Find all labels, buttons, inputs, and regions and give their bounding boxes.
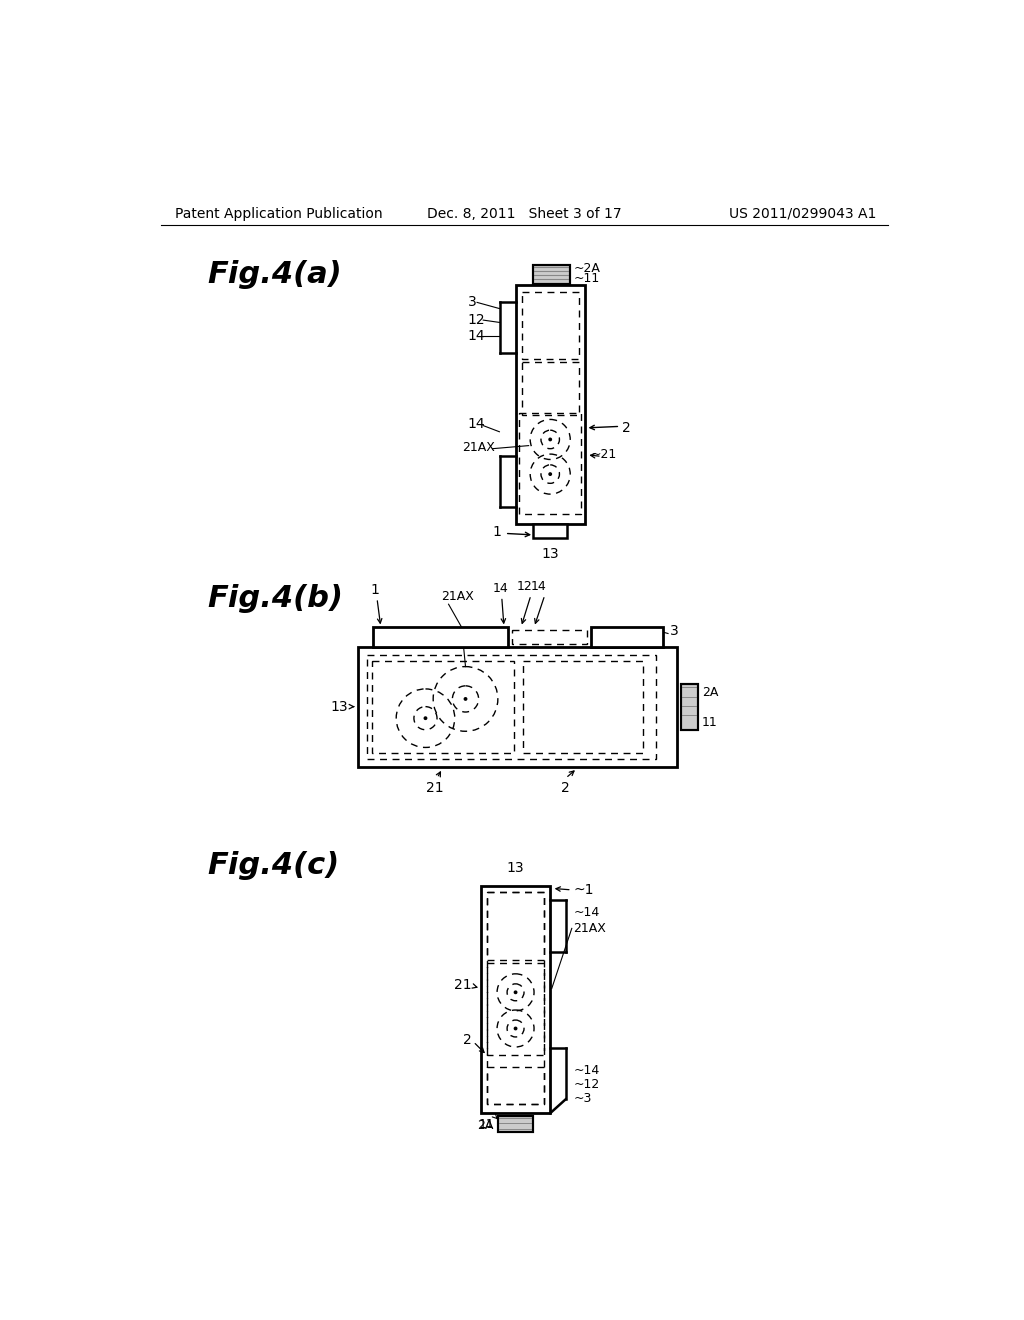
Text: 12: 12 xyxy=(517,579,532,593)
Bar xyxy=(532,524,567,539)
Bar xyxy=(515,285,585,524)
Bar xyxy=(487,1067,544,1104)
Circle shape xyxy=(514,1027,517,1031)
Bar xyxy=(521,363,579,414)
Text: 21AX: 21AX xyxy=(441,590,474,603)
Bar xyxy=(534,264,570,284)
Text: 21AX: 21AX xyxy=(573,921,606,935)
Text: 2: 2 xyxy=(561,780,570,795)
Text: 13: 13 xyxy=(542,548,559,561)
Circle shape xyxy=(514,990,517,994)
Bar xyxy=(591,627,664,647)
Text: 3: 3 xyxy=(468,296,476,309)
Text: 2A: 2A xyxy=(477,1119,494,1133)
Text: 13: 13 xyxy=(331,700,348,714)
Text: Fig.4(c): Fig.4(c) xyxy=(208,851,340,880)
Bar xyxy=(367,655,655,759)
Text: 11: 11 xyxy=(701,715,718,729)
Text: ~14: ~14 xyxy=(573,907,600,920)
Bar xyxy=(498,1115,534,1133)
Bar xyxy=(681,684,698,730)
Text: ~14: ~14 xyxy=(573,1064,600,1077)
Text: 2: 2 xyxy=(463,1034,472,1047)
Bar xyxy=(681,684,698,730)
Text: Fig.4(b): Fig.4(b) xyxy=(208,585,344,614)
Bar xyxy=(534,264,570,284)
Bar xyxy=(519,412,581,513)
Bar xyxy=(373,627,508,647)
Text: ~3: ~3 xyxy=(573,1092,592,1105)
Text: 1: 1 xyxy=(493,525,502,539)
Text: Fig.4(a): Fig.4(a) xyxy=(208,260,342,289)
Text: 2: 2 xyxy=(622,421,631,434)
Text: ~2A: ~2A xyxy=(574,261,601,275)
Text: 3: 3 xyxy=(670,624,678,638)
Text: Dec. 8, 2011   Sheet 3 of 17: Dec. 8, 2011 Sheet 3 of 17 xyxy=(427,207,623,220)
Circle shape xyxy=(548,437,552,441)
Text: 21: 21 xyxy=(426,780,443,795)
Text: 21AX: 21AX xyxy=(462,441,495,454)
Text: ~21: ~21 xyxy=(591,449,617,462)
Text: ~1: ~1 xyxy=(573,883,594,896)
Text: ~12: ~12 xyxy=(573,1078,600,1092)
Circle shape xyxy=(548,473,552,477)
Text: 11: 11 xyxy=(478,1118,494,1131)
Bar xyxy=(498,1115,534,1133)
Text: 21: 21 xyxy=(454,978,472,991)
Bar xyxy=(357,647,677,767)
Bar xyxy=(487,892,544,960)
Text: US 2011/0299043 A1: US 2011/0299043 A1 xyxy=(728,207,876,220)
Text: Patent Application Publication: Patent Application Publication xyxy=(175,207,383,220)
Text: 12: 12 xyxy=(468,313,485,327)
Bar xyxy=(481,886,550,1113)
Bar xyxy=(523,661,643,752)
Text: ~11: ~11 xyxy=(574,272,600,285)
Text: 14: 14 xyxy=(493,582,508,595)
Bar xyxy=(487,892,544,1104)
Text: 14: 14 xyxy=(468,329,485,342)
Bar xyxy=(512,631,587,644)
Bar xyxy=(372,661,514,752)
Circle shape xyxy=(424,717,427,721)
Text: 2A: 2A xyxy=(701,686,718,700)
Text: 14: 14 xyxy=(530,579,547,593)
Text: 14: 14 xyxy=(468,417,485,432)
Text: 1: 1 xyxy=(371,582,379,597)
Circle shape xyxy=(464,697,467,701)
Bar xyxy=(521,292,579,359)
Text: 13: 13 xyxy=(507,861,524,875)
Bar xyxy=(487,964,544,1056)
